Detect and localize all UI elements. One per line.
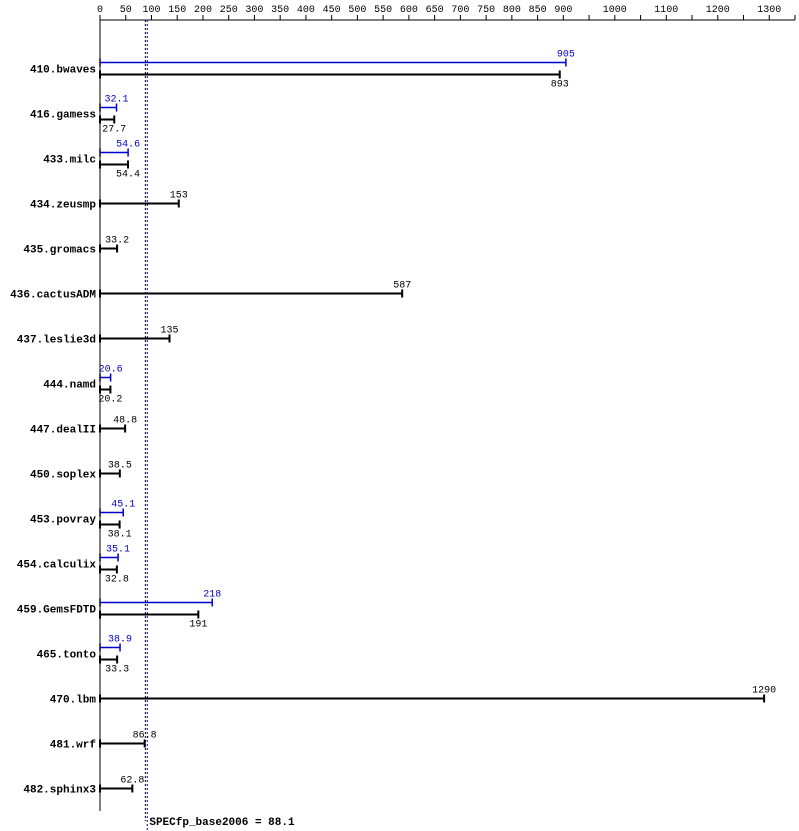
base-value: 86.8	[133, 731, 157, 742]
peak-value: 218	[203, 590, 221, 601]
peak-value: 905	[557, 50, 575, 61]
axis-label: 750	[477, 5, 495, 16]
axis-label: 350	[271, 5, 289, 16]
specfp-chart: 0 50 100 150 200 250 300 350 400 450 500 550 600 650 7…	[0, 0, 799, 831]
benchmark-label: 481.wrf	[50, 740, 97, 752]
summary-base-label: SPECfp_base2006 = 88.1	[149, 817, 295, 829]
benchmark-label: 459.GemsFDTD	[17, 605, 97, 617]
peak-value: 54.6	[116, 140, 140, 151]
axis-label: 1100	[654, 5, 678, 16]
base-value: 48.8	[113, 416, 137, 427]
axis-label: 100	[142, 5, 160, 16]
peak-value: 20.6	[99, 365, 123, 376]
base-value: 54.4	[116, 170, 140, 181]
axis-label: 700	[451, 5, 469, 16]
benchmark-label: 447.dealII	[30, 425, 96, 437]
base-value: 38.5	[108, 461, 132, 472]
base-value: 153	[170, 191, 188, 202]
benchmark-label: 433.milc	[43, 155, 96, 167]
benchmark-label: 453.povray	[30, 515, 96, 527]
benchmark-label: 435.gromacs	[23, 245, 96, 257]
base-value: 135	[160, 326, 178, 337]
benchmark-label: 465.tonto	[37, 650, 97, 662]
benchmark-label: 450.soplex	[30, 470, 96, 482]
axis-label: 800	[503, 5, 521, 16]
axis-label: 50	[120, 5, 132, 16]
benchmark-label: 434.zeusmp	[30, 200, 96, 212]
base-value: 587	[393, 281, 411, 292]
axis-label: 1300	[757, 5, 781, 16]
benchmark-label: 410.bwaves	[30, 65, 96, 77]
base-value: 893	[551, 80, 569, 91]
base-value: 32.8	[105, 575, 129, 586]
axis-label: 200	[194, 5, 212, 16]
benchmark-label: 436.cactusADM	[10, 290, 96, 302]
axis-label: 850	[529, 5, 547, 16]
base-value: 27.7	[102, 125, 126, 136]
axis-label: 400	[297, 5, 315, 16]
base-value: 20.2	[98, 395, 122, 406]
benchmark-label: 470.lbm	[50, 695, 97, 707]
base-value: 38.1	[108, 530, 132, 541]
base-value: 62.8	[120, 776, 144, 787]
base-value: 33.2	[105, 236, 129, 247]
peak-value: 38.9	[108, 635, 132, 646]
axis-label: 150	[168, 5, 186, 16]
axis-label: 500	[348, 5, 366, 16]
axis-label: 300	[245, 5, 263, 16]
benchmark-label: 437.leslie3d	[17, 335, 96, 347]
axis-label: 450	[323, 5, 341, 16]
benchmark-label: 444.namd	[43, 380, 96, 392]
axis-label: 0	[97, 5, 103, 16]
base-value: 191	[189, 620, 207, 631]
peak-value: 45.1	[111, 500, 135, 511]
base-value: 1290	[752, 686, 776, 697]
benchmark-label: 482.sphinx3	[23, 785, 96, 797]
axis-label: 250	[220, 5, 238, 16]
axis-label: 550	[374, 5, 392, 16]
base-value: 33.3	[105, 665, 129, 676]
peak-value: 35.1	[106, 545, 130, 556]
axis-label: 1200	[706, 5, 730, 16]
axis-label: 900	[554, 5, 572, 16]
peak-value: 32.1	[105, 95, 129, 106]
benchmark-label: 454.calculix	[17, 560, 97, 572]
axis-label: 600	[400, 5, 418, 16]
benchmark-label: 416.gamess	[30, 110, 96, 122]
axis-label: 1000	[603, 5, 627, 16]
axis-label: 650	[426, 5, 444, 16]
